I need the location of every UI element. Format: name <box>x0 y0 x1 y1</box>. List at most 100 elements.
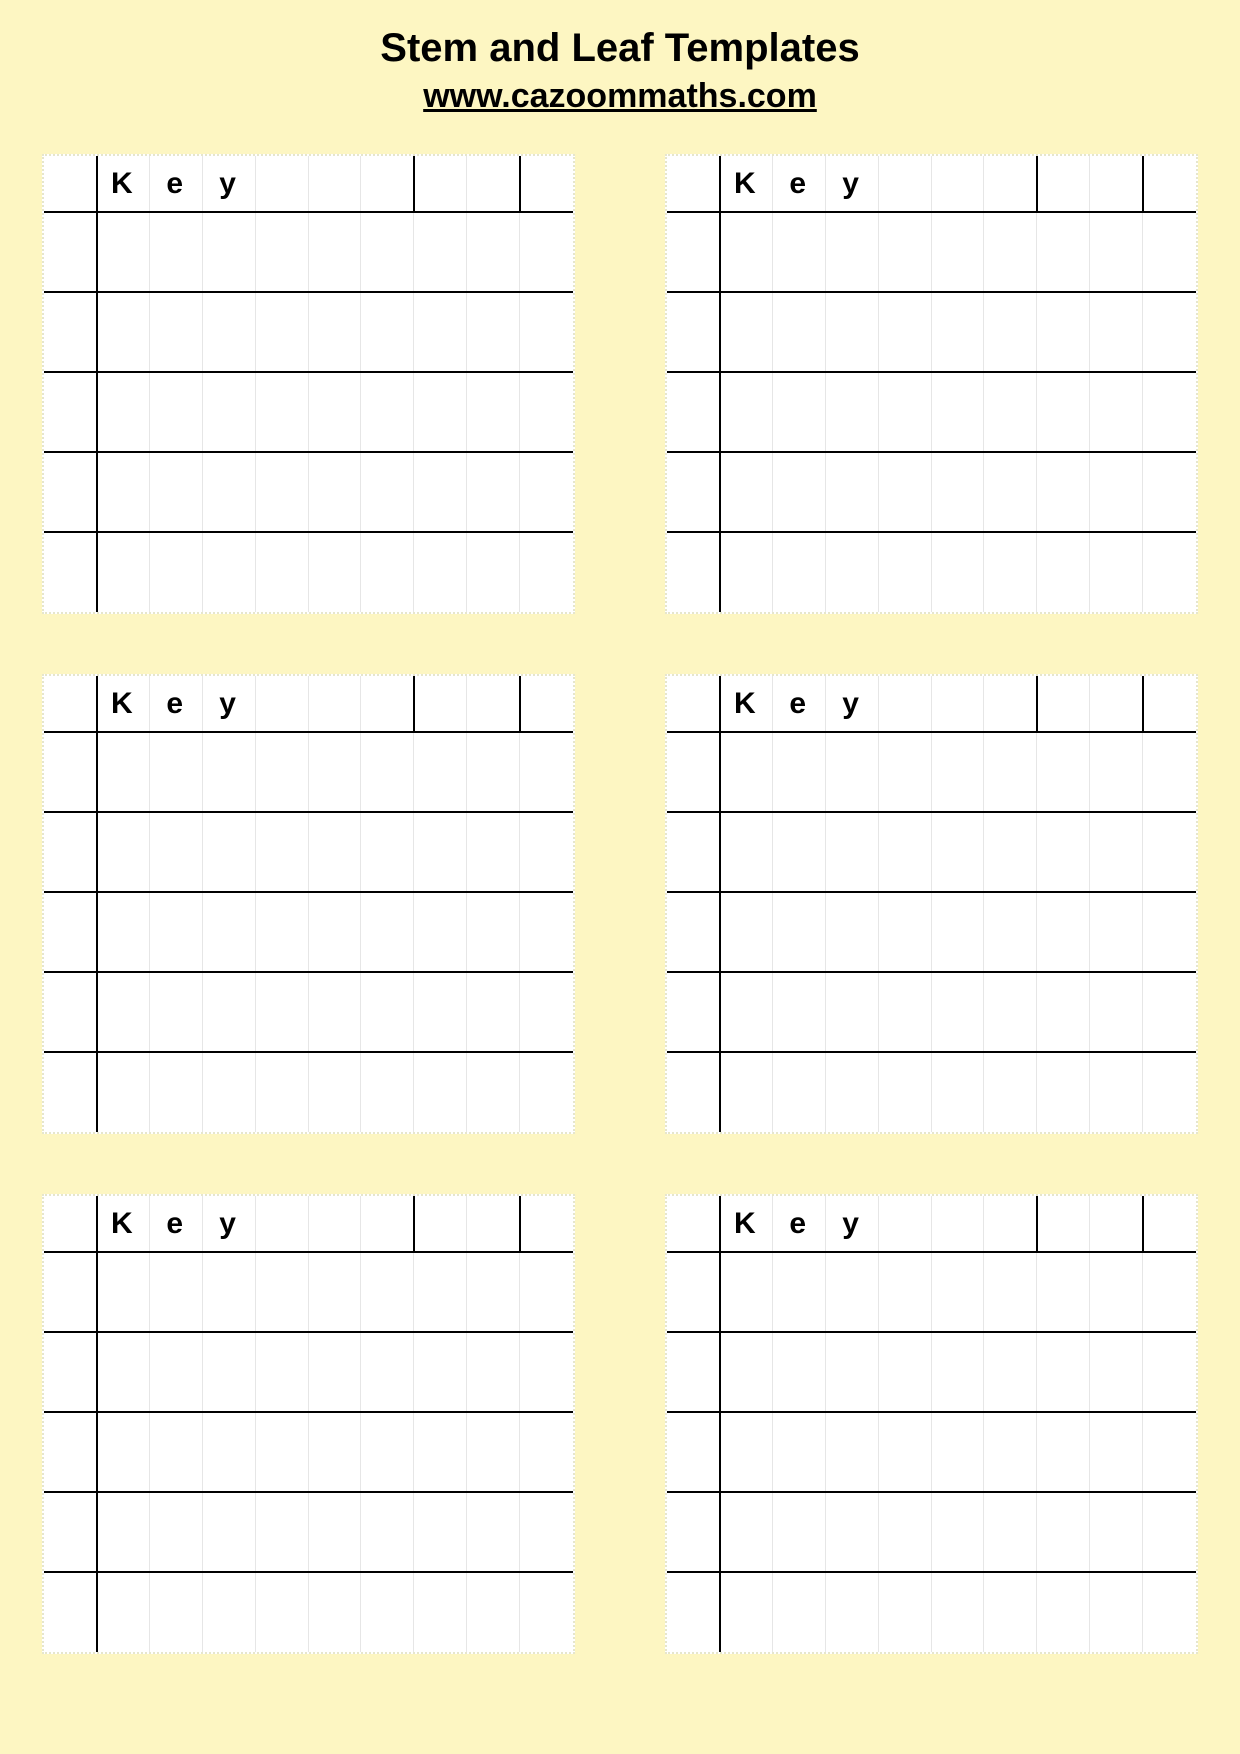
key-label-char: y <box>826 676 879 732</box>
data-cell <box>44 972 97 1052</box>
data-cell <box>667 972 720 1052</box>
data-cell <box>984 292 1037 372</box>
data-cell <box>1090 1492 1143 1572</box>
data-cell <box>467 892 520 972</box>
data-cell <box>414 452 467 532</box>
key-row-underline <box>667 211 1196 213</box>
data-cell <box>97 812 150 892</box>
data-cell <box>1090 1332 1143 1412</box>
data-cell <box>984 1572 1037 1652</box>
data-cell <box>720 452 773 532</box>
data-cell <box>361 452 414 532</box>
data-cell <box>150 812 203 892</box>
data-cell <box>932 732 985 812</box>
data-cell <box>984 452 1037 532</box>
data-cell <box>256 732 309 812</box>
data-cell <box>256 892 309 972</box>
data-cell <box>1090 892 1143 972</box>
data-cell <box>1090 1252 1143 1332</box>
data-cell <box>984 1052 1037 1132</box>
data-cell <box>773 812 826 892</box>
key-divider-2 <box>1142 1196 1144 1252</box>
data-row-underline <box>44 451 573 453</box>
data-cell <box>150 1252 203 1332</box>
data-cell <box>879 292 932 372</box>
data-cell <box>826 1052 879 1132</box>
key-divider-1 <box>413 1196 415 1252</box>
data-cell <box>97 1332 150 1412</box>
data-cell <box>826 452 879 532</box>
key-row-cell <box>467 156 520 212</box>
data-cell <box>97 1052 150 1132</box>
data-cell <box>720 972 773 1052</box>
data-cell <box>1037 212 1090 292</box>
data-cell <box>44 1412 97 1492</box>
stem-divider-line <box>719 156 721 612</box>
key-row-cell <box>1090 156 1143 212</box>
key-row-cell <box>309 1196 362 1252</box>
data-row-underline <box>44 891 573 893</box>
data-cell <box>414 972 467 1052</box>
data-cell <box>773 732 826 812</box>
data-row-underline <box>667 531 1196 533</box>
data-cell <box>520 1412 573 1492</box>
key-row-cell <box>520 156 573 212</box>
data-cell <box>97 892 150 972</box>
data-cell <box>361 1572 414 1652</box>
data-cell <box>203 892 256 972</box>
data-cell <box>361 972 414 1052</box>
data-cell <box>203 732 256 812</box>
data-cell <box>879 1492 932 1572</box>
data-row-underline <box>667 1331 1196 1333</box>
key-row-underline <box>44 1251 573 1253</box>
data-cell <box>150 972 203 1052</box>
data-row-underline <box>667 1571 1196 1573</box>
data-cell <box>1037 292 1090 372</box>
data-cell <box>879 532 932 612</box>
key-row-cell <box>256 156 309 212</box>
data-cell <box>879 452 932 532</box>
data-row-underline <box>44 1571 573 1573</box>
data-cell <box>361 1252 414 1332</box>
data-cell <box>879 1252 932 1332</box>
data-cell <box>203 1572 256 1652</box>
data-cell <box>720 292 773 372</box>
data-cell <box>467 1052 520 1132</box>
data-cell <box>256 452 309 532</box>
data-cell <box>773 1412 826 1492</box>
key-divider-1 <box>1036 676 1038 732</box>
data-cell <box>361 292 414 372</box>
data-cell <box>667 532 720 612</box>
key-label-char: e <box>773 676 826 732</box>
data-cell <box>44 212 97 292</box>
data-cell <box>1143 972 1196 1052</box>
key-label-char: K <box>97 156 150 212</box>
data-cell <box>467 1412 520 1492</box>
data-cell <box>826 1412 879 1492</box>
data-cell <box>720 1412 773 1492</box>
data-cell <box>97 532 150 612</box>
data-cell <box>720 1492 773 1572</box>
key-row-cell <box>1090 1196 1143 1252</box>
data-cell <box>309 732 362 812</box>
data-cell <box>720 372 773 452</box>
data-cell <box>467 812 520 892</box>
data-cell <box>932 372 985 452</box>
data-cell <box>467 732 520 812</box>
data-cell <box>520 292 573 372</box>
key-label-char: y <box>203 156 256 212</box>
data-cell <box>97 1492 150 1572</box>
stem-divider-line <box>719 1196 721 1652</box>
data-cell <box>826 972 879 1052</box>
stem-leaf-template: Key <box>42 1194 575 1654</box>
data-cell <box>826 372 879 452</box>
data-cell <box>520 1572 573 1652</box>
key-divider-1 <box>413 156 415 212</box>
key-row-cell <box>256 676 309 732</box>
data-cell <box>150 732 203 812</box>
data-cell <box>1037 1572 1090 1652</box>
data-cell <box>414 1332 467 1412</box>
data-cell <box>203 1492 256 1572</box>
data-cell <box>667 812 720 892</box>
data-cell <box>879 812 932 892</box>
